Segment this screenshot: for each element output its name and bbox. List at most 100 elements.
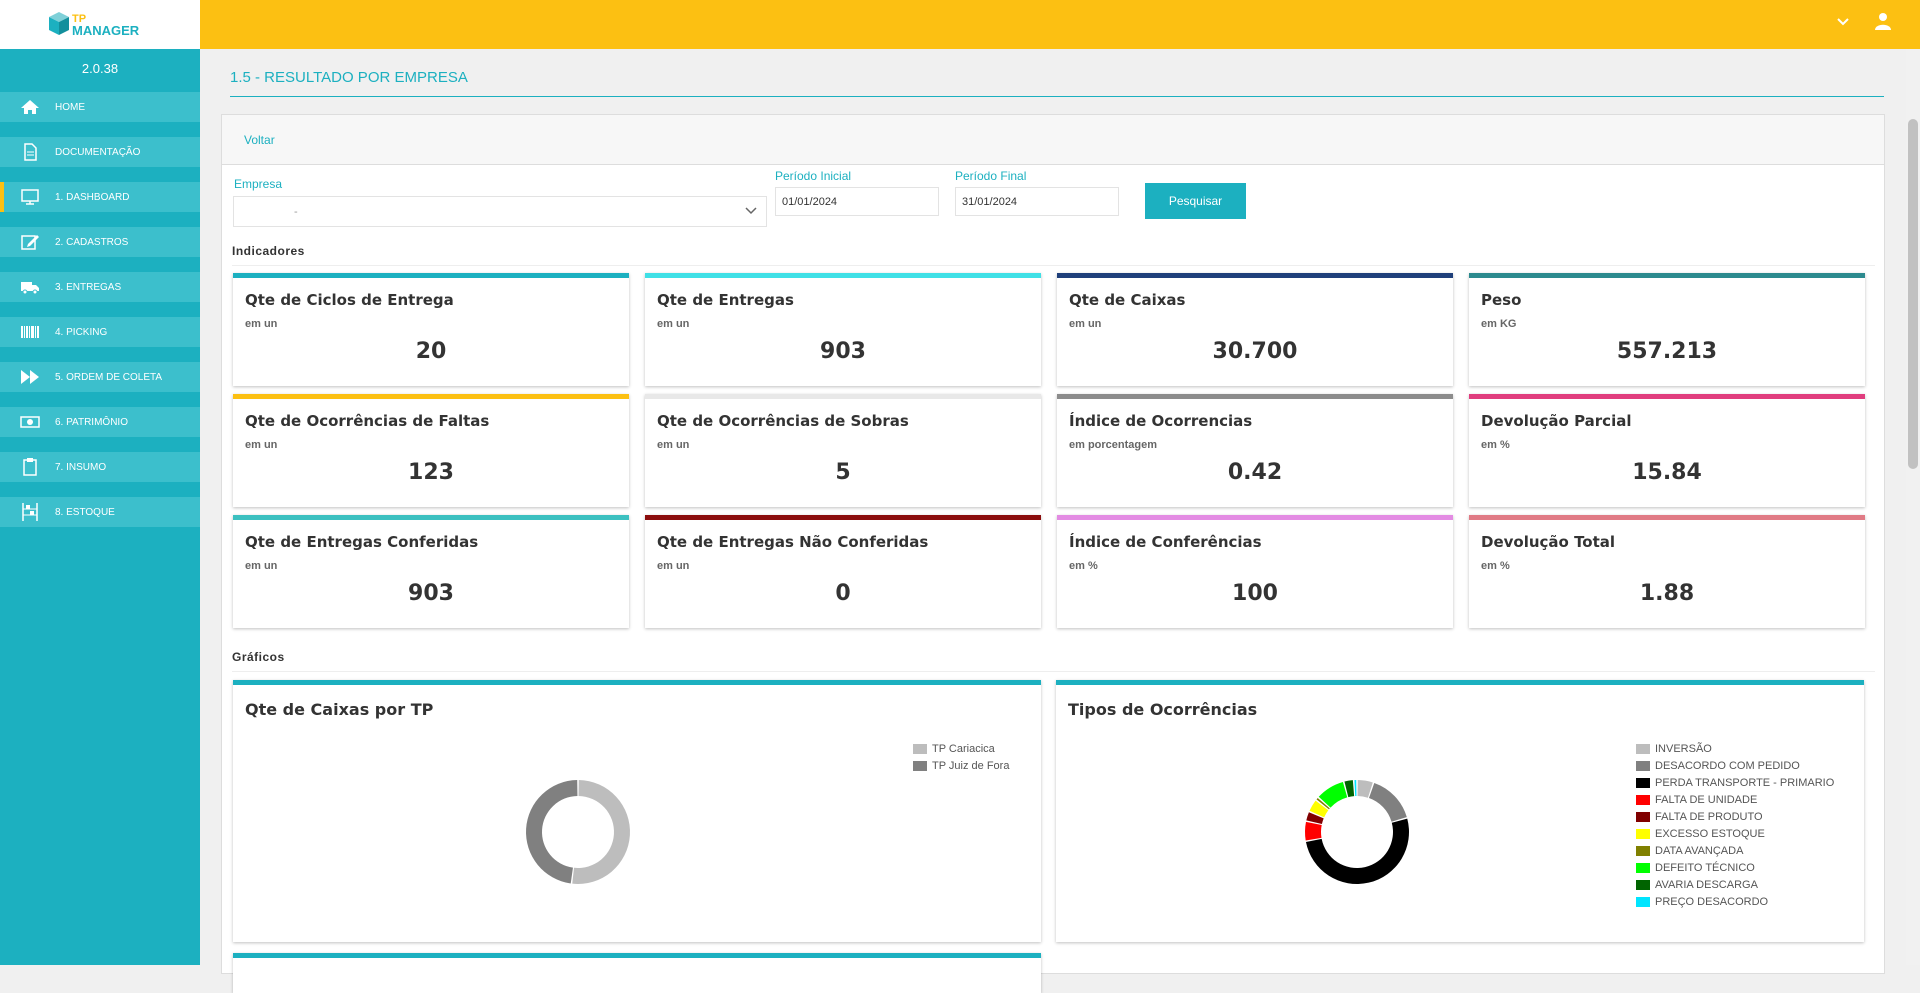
back-link[interactable]: Voltar (244, 133, 275, 147)
legend-swatch (1636, 879, 1650, 890)
legend-item[interactable]: FALTA DE PRODUTO (1636, 808, 1834, 825)
charts-heading: Gráficos (232, 650, 285, 664)
chart-legend: TP Cariacica TP Juiz de Fora (913, 740, 1009, 774)
logo-text-top: TP (72, 13, 86, 25)
kpi-title: Qte de Entregas (657, 291, 794, 309)
scrollbar[interactable] (1906, 49, 1920, 965)
sidebar-item-picking[interactable]: 4. PICKING (0, 317, 200, 347)
donut-slice[interactable] (1368, 782, 1407, 822)
legend-swatch (913, 760, 927, 771)
legend-item[interactable]: TP Juiz de Fora (913, 757, 1009, 774)
kpi-value: 0.42 (1227, 460, 1283, 485)
donut-slice[interactable] (572, 780, 630, 884)
donut-slice[interactable] (1305, 818, 1409, 884)
sidebar-item-entregas[interactable]: 3. ENTREGAS (0, 272, 200, 302)
empresa-select[interactable]: - (233, 196, 767, 227)
donut-slice[interactable] (525, 780, 578, 884)
chart-title: Qte de Caixas por TP (245, 700, 434, 719)
kpi-unit: em % (1481, 560, 1510, 572)
kpi-value: 5 (835, 460, 851, 485)
scrollbar-thumb[interactable] (1908, 119, 1918, 469)
result-card: Voltar Empresa - Período Inicial 01/01/2… (221, 114, 1885, 993)
kpi-unit: em un (245, 439, 278, 451)
chevron-down-icon[interactable] (1836, 14, 1850, 33)
legend-item[interactable]: PERDA TRANSPORTE - PRIMARIO (1636, 774, 1834, 791)
charts-divider (232, 671, 1875, 672)
periodo-inicial-label: Período Inicial (775, 169, 852, 183)
legend-swatch (1636, 794, 1650, 805)
indicators-divider (232, 265, 1875, 266)
kpi-unit: em un (245, 318, 278, 330)
sidebar-item-label: 8. ESTOQUE (55, 506, 115, 518)
donut-slice[interactable] (1306, 812, 1324, 824)
donut-slice[interactable] (1309, 800, 1329, 818)
sidebar-item-dashboard[interactable]: 1. DASHBOARD (0, 182, 200, 212)
legend-item[interactable]: PREÇO DESACORDO (1636, 893, 1834, 910)
money-icon (20, 412, 40, 432)
legend-label: FALTA DE PRODUTO (1655, 810, 1763, 823)
donut-slice[interactable] (1344, 780, 1355, 798)
legend-label: INVERSÃO (1655, 742, 1712, 755)
legend-item[interactable]: INVERSÃO (1636, 740, 1834, 757)
sidebar-item-label: HOME (55, 101, 85, 113)
card-header: Voltar (222, 115, 1884, 165)
kpi-unit: em un (245, 560, 278, 572)
sidebar-item-label: 2. CADASTROS (55, 236, 129, 248)
legend-item[interactable]: DESACORDO COM PEDIDO (1636, 757, 1834, 774)
legend-item[interactable]: FALTA DE UNIDADE (1636, 791, 1834, 808)
kpi-title: Qte de Ciclos de Entrega (245, 291, 454, 309)
legend-item[interactable]: EXCESSO ESTOQUE (1636, 825, 1834, 842)
kpi-value: 100 (1232, 581, 1278, 606)
search-button[interactable]: Pesquisar (1145, 183, 1246, 219)
legend-label: AVARIA DESCARGA (1655, 878, 1758, 891)
legend-label: DESACORDO COM PEDIDO (1655, 759, 1800, 772)
donut-slice[interactable] (1354, 780, 1357, 797)
legend-label: FALTA DE UNIDADE (1655, 793, 1758, 806)
donut-slice[interactable] (1316, 797, 1330, 810)
periodo-final-input[interactable]: 31/01/2024 (955, 187, 1119, 216)
sidebar-item-label: 5. ORDEM DE COLETA (55, 371, 163, 383)
logo-text-bottom: MANAGER (72, 23, 140, 38)
sidebar-item-insumo[interactable]: 7. INSUMO (0, 452, 200, 482)
kpi-unit: em porcentagem (1069, 439, 1158, 451)
sidebar-item-estoque[interactable]: 8. ESTOQUE (0, 497, 200, 527)
kpi-card: Peso em KG 557.213 (1469, 273, 1865, 386)
kpi-title: Qte de Entregas Conferidas (245, 533, 479, 551)
kpi-card: Índice de Ocorrencias em porcentagem 0.42 (1057, 394, 1453, 507)
sidebar-item-patrimonio[interactable]: 6. PATRIMÔNIO (0, 407, 200, 437)
kpi-unit: em un (657, 439, 690, 451)
legend-item[interactable]: DEFEITO TÉCNICO (1636, 859, 1834, 876)
kpi-value: 903 (408, 581, 454, 606)
kpi-title: Índice de Conferências (1069, 533, 1262, 551)
main-content: 1.5 - RESULTADO POR EMPRESA Voltar Empre… (200, 49, 1906, 993)
legend-swatch (1636, 862, 1650, 873)
legend-item[interactable]: AVARIA DESCARGA (1636, 876, 1834, 893)
sidebar-item-label: 3. ENTREGAS (55, 281, 122, 293)
sidebar-item-label: 6. PATRIMÔNIO (55, 416, 128, 428)
kpi-unit: em un (657, 318, 690, 330)
sidebar-item-ordem-de-coleta[interactable]: 5. ORDEM DE COLETA (0, 362, 200, 392)
app-logo[interactable]: TP MANAGER (0, 0, 200, 49)
legend-item[interactable]: TP Cariacica (913, 740, 1009, 757)
kpi-value: 123 (408, 460, 454, 485)
donut-chart-ocorrencias (1305, 780, 1409, 884)
donut-slice[interactable] (1357, 780, 1373, 798)
legend-item[interactable]: DATA AVANÇADA (1636, 842, 1834, 859)
kpi-value: 557.213 (1616, 339, 1718, 364)
edit-icon (20, 232, 40, 252)
fast-forward-icon (20, 367, 40, 387)
periodo-inicial-input[interactable]: 01/01/2024 (775, 187, 939, 216)
sidebar-item-home[interactable]: HOME (0, 92, 200, 122)
top-bar: TP MANAGER (0, 0, 1920, 49)
kpi-value: 903 (820, 339, 866, 364)
donut-slice[interactable] (1318, 781, 1348, 808)
kpi-value: 20 (415, 339, 447, 364)
sidebar-item-label: 4. PICKING (55, 326, 108, 338)
legend-label: PREÇO DESACORDO (1655, 895, 1769, 908)
donut-chart-caixas (525, 780, 630, 884)
sidebar-item-cadastros[interactable]: 2. CADASTROS (0, 227, 200, 257)
chart-card-next (233, 953, 1041, 993)
user-icon[interactable] (1874, 12, 1892, 35)
donut-slice[interactable] (1305, 821, 1322, 841)
sidebar-item-documentacao[interactable]: DOCUMENTAÇÃO (0, 137, 200, 167)
